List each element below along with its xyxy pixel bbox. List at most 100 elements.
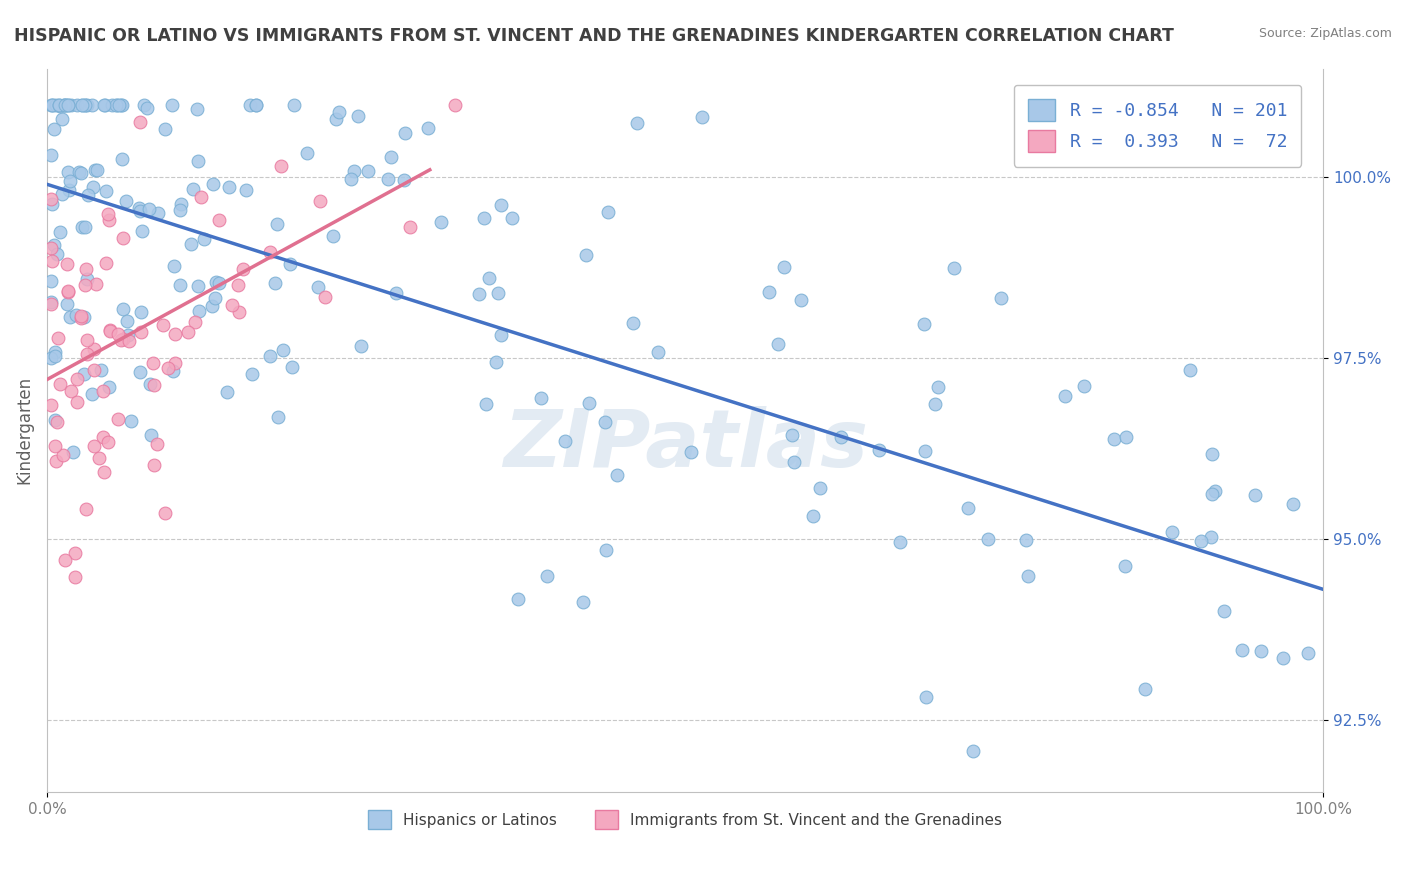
Point — [39, 351, 62, 366]
Point — [606, 468, 628, 483]
Point — [783, 455, 806, 469]
Point — [75, 262, 97, 277]
Y-axis label: Kindergarten: Kindergarten — [15, 376, 32, 484]
Point — [83, 363, 105, 377]
Point — [530, 391, 553, 405]
Point — [46, 416, 69, 430]
Point — [39, 294, 62, 309]
Point — [766, 337, 789, 351]
Point — [914, 690, 936, 704]
Point — [217, 384, 239, 399]
Point — [101, 97, 124, 112]
Point — [1180, 363, 1202, 377]
Point — [270, 159, 292, 173]
Point — [96, 256, 118, 270]
Point — [830, 430, 852, 444]
Point — [118, 334, 141, 348]
Point — [575, 248, 598, 262]
Point — [39, 192, 62, 206]
Point — [1114, 558, 1136, 573]
Point — [1271, 651, 1294, 665]
Point — [143, 458, 166, 472]
Point — [49, 377, 72, 392]
Point — [77, 188, 100, 202]
Point — [190, 190, 212, 204]
Point — [153, 122, 176, 136]
Point — [621, 316, 644, 330]
Point — [138, 202, 160, 217]
Point — [177, 325, 200, 339]
Text: HISPANIC OR LATINO VS IMMIGRANTS FROM ST. VINCENT AND THE GRENADINES KINDERGARTE: HISPANIC OR LATINO VS IMMIGRANTS FROM ST… — [14, 27, 1174, 45]
Point — [73, 97, 96, 112]
Point — [626, 116, 648, 130]
Point — [228, 305, 250, 319]
Point — [977, 533, 1000, 547]
Point — [115, 314, 138, 328]
Point — [82, 97, 104, 112]
Point — [53, 97, 76, 112]
Point — [111, 231, 134, 245]
Point — [681, 445, 703, 459]
Point — [1204, 483, 1226, 498]
Point — [1017, 568, 1039, 582]
Point — [93, 97, 115, 112]
Point — [801, 509, 824, 524]
Point — [90, 363, 112, 377]
Point — [41, 254, 63, 268]
Point — [156, 360, 179, 375]
Point — [283, 97, 305, 112]
Point — [84, 277, 107, 291]
Point — [73, 310, 96, 324]
Point — [399, 220, 422, 235]
Point — [111, 301, 134, 316]
Point — [91, 384, 114, 398]
Point — [1015, 533, 1038, 547]
Legend: Hispanics or Latinos, Immigrants from St. Vincent and the Grenadines: Hispanics or Latinos, Immigrants from St… — [361, 804, 1008, 835]
Point — [180, 236, 202, 251]
Point — [51, 112, 73, 127]
Point — [73, 368, 96, 382]
Point — [1115, 430, 1137, 444]
Point — [927, 380, 949, 394]
Point — [394, 126, 416, 140]
Point — [53, 553, 76, 567]
Point — [69, 166, 91, 180]
Point — [48, 97, 70, 112]
Point — [468, 287, 491, 301]
Point — [58, 183, 80, 197]
Point — [259, 244, 281, 259]
Point — [486, 286, 509, 301]
Point — [56, 285, 79, 299]
Text: Source: ZipAtlas.com: Source: ZipAtlas.com — [1258, 27, 1392, 40]
Point — [75, 277, 97, 292]
Point — [690, 110, 713, 124]
Point — [111, 97, 134, 112]
Point — [39, 97, 62, 112]
Point — [271, 343, 294, 358]
Point — [56, 97, 79, 112]
Point — [70, 311, 93, 326]
Point — [307, 280, 329, 294]
Point — [87, 450, 110, 465]
Point — [221, 298, 243, 312]
Point — [208, 276, 231, 290]
Point — [924, 397, 946, 411]
Point — [343, 164, 366, 178]
Point — [75, 220, 97, 235]
Point — [44, 412, 66, 426]
Point — [186, 153, 208, 168]
Point — [325, 112, 347, 127]
Point — [554, 434, 576, 449]
Point — [478, 271, 501, 285]
Point — [91, 430, 114, 444]
Point — [489, 327, 512, 342]
Point — [1230, 643, 1253, 657]
Point — [281, 360, 304, 375]
Point — [889, 535, 911, 549]
Point — [44, 349, 66, 363]
Point — [128, 201, 150, 215]
Point — [392, 172, 415, 186]
Point — [193, 232, 215, 246]
Point — [66, 372, 89, 386]
Point — [208, 213, 231, 227]
